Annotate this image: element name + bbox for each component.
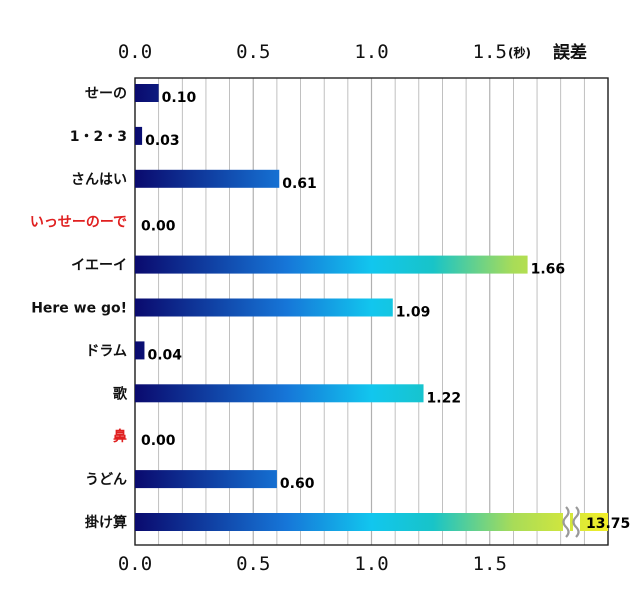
- axis-break-gap: [563, 508, 570, 536]
- value-label: 1.22: [427, 390, 462, 406]
- x-tick-label-bottom: 0.0: [118, 553, 152, 575]
- category-label: Here we go!: [31, 301, 127, 317]
- category-label: 掛け算: [85, 514, 127, 531]
- axis-break-gap: [573, 508, 580, 536]
- value-label: 1.09: [396, 305, 431, 321]
- category-label: イエーイ: [71, 258, 127, 274]
- x-axis-unit: (秒): [508, 45, 531, 60]
- value-label: 0.61: [282, 176, 317, 192]
- bar: [135, 255, 528, 274]
- bar: [135, 169, 280, 188]
- value-label: 0.00: [141, 433, 176, 449]
- x-tick-label-top: 0.5: [236, 41, 270, 63]
- bar: [135, 384, 424, 403]
- category-label: ドラム: [85, 343, 127, 359]
- x-tick-label-bottom: 1.5: [473, 553, 507, 575]
- value-label: 0.10: [162, 90, 197, 106]
- x-tick-label-bottom: 0.5: [236, 553, 270, 575]
- value-label: 0.00: [141, 219, 176, 235]
- category-label: さんはい: [71, 172, 127, 188]
- bar: [135, 470, 277, 489]
- category-label: うどん: [85, 472, 127, 488]
- bar: [135, 126, 143, 145]
- axis-break-mark: [572, 506, 580, 538]
- bar: [135, 298, 393, 317]
- x-axis-title: 誤差: [553, 42, 587, 63]
- category-label: せーの: [85, 86, 127, 102]
- category-label: 鼻: [113, 428, 127, 445]
- category-label: いっせーのーで: [30, 215, 127, 231]
- axes: 0.00.00.50.51.01.01.51.5(秒) 誤差: [118, 41, 609, 575]
- category-label: 歌: [113, 385, 128, 402]
- value-label: 0.03: [145, 133, 180, 149]
- value-label: 1.66: [531, 262, 566, 278]
- value-label: 0.04: [147, 347, 182, 363]
- x-tick-label-top: 0.0: [118, 41, 152, 63]
- bar: [135, 341, 145, 360]
- value-label: 0.60: [280, 476, 315, 492]
- bar: [135, 84, 159, 102]
- bars: [135, 84, 608, 538]
- axis-break-mark: [562, 506, 570, 538]
- x-tick-label-bottom: 1.0: [354, 553, 388, 575]
- category-label: 1・2・3: [70, 129, 127, 145]
- x-tick-label-top: 1.5: [473, 41, 507, 63]
- value-label: 13.75: [586, 516, 630, 532]
- labels: せーの 0.10 1・2・3 0.03 さんはい 0.61 いっせーのーで 0.00 イエーイ 1…: [30, 86, 630, 532]
- bar: [135, 513, 608, 531]
- x-tick-label-top: 1.0: [354, 41, 388, 63]
